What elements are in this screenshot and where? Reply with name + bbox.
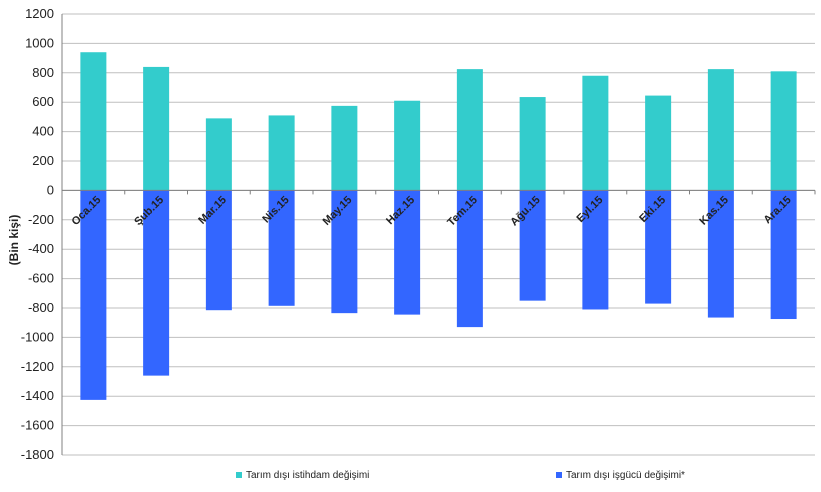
y-tick-label: -400 — [28, 241, 54, 256]
y-tick-label: 400 — [32, 124, 54, 139]
bar-labour-force — [394, 190, 421, 315]
bar-labour-force — [143, 190, 170, 376]
bar-employment — [770, 71, 797, 191]
bar-employment — [456, 69, 483, 191]
y-tick-labels: -1800 -1600 -1400 -1200 -1000 -800 -600 -400 -20… — [21, 6, 54, 462]
gridlines — [62, 13, 815, 456]
bar-employment — [582, 75, 609, 191]
y-tick-label: 0 — [47, 182, 54, 197]
bar-labour-force — [80, 190, 107, 400]
legend-swatch — [556, 472, 562, 478]
y-tick-label: -1800 — [21, 447, 54, 462]
y-tick-label: 200 — [32, 153, 54, 168]
bar-labour-force — [205, 190, 232, 311]
y-axis-title: (Bin kişi) — [7, 215, 21, 266]
y-tick-label: -1200 — [21, 359, 54, 374]
bar-labour-force — [645, 190, 672, 304]
bar-labour-force — [268, 190, 295, 306]
bar-labour-force — [582, 190, 609, 310]
bar-employment — [331, 105, 358, 191]
bar-labour-force — [770, 190, 797, 320]
bar-labour-force — [519, 190, 546, 301]
bar-employment — [707, 69, 734, 191]
legend-label: Tarım dışı işgücü değişimi* — [566, 470, 685, 481]
y-tick-label: -200 — [28, 212, 54, 227]
bar-employment — [268, 115, 295, 191]
bar-employment — [205, 118, 232, 191]
bar-labour-force — [707, 190, 734, 318]
legend-label: Tarım dışı istihdam değişimi — [246, 470, 369, 481]
bar-employment — [645, 95, 672, 191]
y-tick-label: 600 — [32, 94, 54, 109]
legend-swatch — [236, 472, 242, 478]
y-tick-label: 800 — [32, 65, 54, 80]
category-labels: Oca.15 Şub.15 Mar.15 Nis.15 May.15 Haz.15 Tem.… — [69, 194, 793, 229]
bar-employment — [519, 97, 546, 191]
y-tick-label: -1000 — [21, 329, 54, 344]
y-tick-label: -800 — [28, 300, 54, 315]
y-tick-label: -1600 — [21, 418, 54, 433]
bar-employment — [143, 66, 170, 191]
bar-labour-force — [456, 190, 483, 328]
axes — [61, 14, 816, 455]
y-tick-label: 1000 — [25, 35, 54, 50]
bars — [80, 52, 797, 400]
bar-employment — [80, 52, 107, 191]
y-tick-label: 1200 — [25, 6, 54, 21]
legend: Tarım dışı istihdam değişimi Tarım dışı i… — [236, 470, 685, 481]
bar-labour-force — [331, 190, 358, 314]
bar-employment — [394, 100, 421, 191]
y-tick-label: -600 — [28, 271, 54, 286]
y-tick-label: -1400 — [21, 388, 54, 403]
